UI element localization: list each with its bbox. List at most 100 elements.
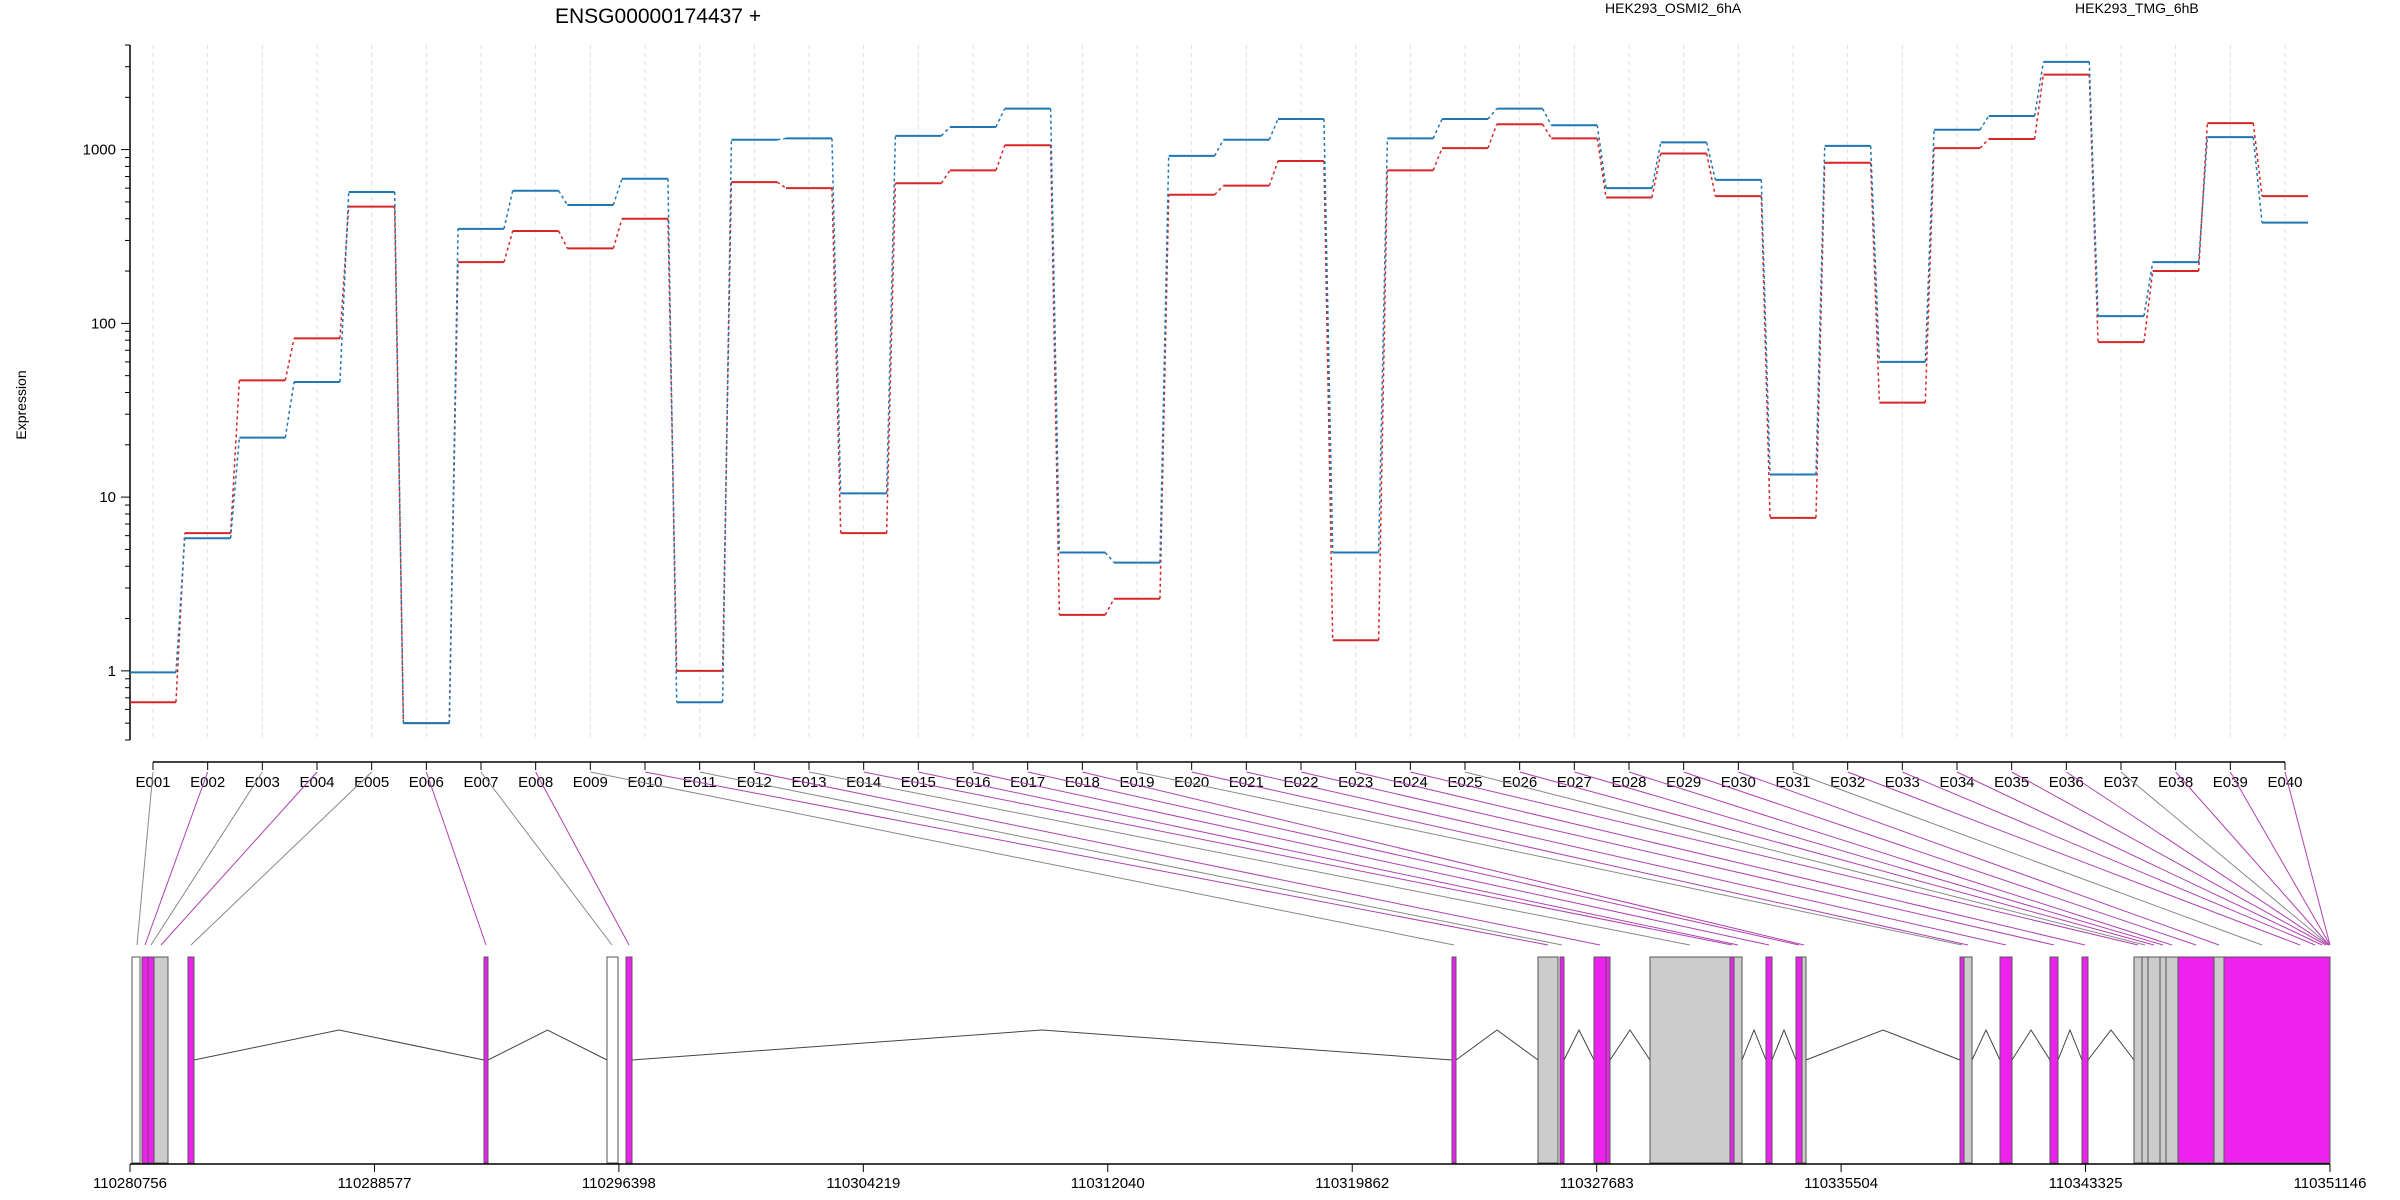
series-1 bbox=[130, 73, 2308, 725]
exon-tested bbox=[1999, 956, 2013, 1164]
exon-tested bbox=[1451, 956, 1457, 1164]
series-connector bbox=[612, 218, 623, 249]
x-tick-label-e013: E013 bbox=[791, 774, 826, 791]
series-connector bbox=[1049, 108, 1061, 553]
intron bbox=[1455, 1029, 1539, 1061]
exon-tested bbox=[141, 956, 149, 1164]
x-tick-label-e021: E021 bbox=[1229, 774, 1264, 791]
series-connector bbox=[503, 230, 514, 263]
connector-e021 bbox=[1246, 771, 2007, 946]
exon-untested bbox=[2213, 956, 2225, 1164]
y-tick-label: 100 bbox=[91, 315, 116, 332]
series-connector bbox=[1979, 115, 1990, 131]
series-connector bbox=[1705, 153, 1717, 197]
x-tick-label-e016: E016 bbox=[955, 774, 990, 791]
series-2 bbox=[130, 60, 2308, 725]
series-connector bbox=[1979, 138, 1990, 149]
connector-e038 bbox=[2175, 771, 2330, 946]
exon-other bbox=[131, 956, 141, 1164]
exon-tested bbox=[1729, 956, 1735, 1164]
exon-tested bbox=[2081, 956, 2089, 1164]
coord-tick-label: 110335504 bbox=[1804, 1175, 1878, 1192]
exon-untested bbox=[2141, 956, 2149, 1164]
series-connector bbox=[1432, 147, 1443, 171]
connector-e023 bbox=[1355, 771, 2086, 946]
series-connector bbox=[776, 181, 787, 189]
coord-tick-label: 110312040 bbox=[1071, 1175, 1145, 1192]
series-connector bbox=[1760, 196, 1771, 518]
connector-e011 bbox=[699, 771, 1563, 946]
exon-untested bbox=[1963, 956, 1973, 1164]
x-tick-label-e005: E005 bbox=[354, 774, 389, 791]
exon-untested bbox=[1733, 956, 1743, 1164]
x-tick-label-e028: E028 bbox=[1611, 774, 1646, 791]
x-tick-label-e038: E038 bbox=[2158, 774, 2193, 791]
connector-e024 bbox=[1410, 771, 2139, 946]
series-connector bbox=[1213, 139, 1225, 157]
series-connector bbox=[393, 192, 405, 724]
series-connector bbox=[229, 380, 241, 534]
exon-tested bbox=[1959, 956, 1965, 1164]
exon-tested bbox=[1559, 956, 1565, 1164]
legend-entry-series-1: HEK293_OSMI2_6hA bbox=[1605, 0, 1742, 16]
connector-e039 bbox=[2229, 771, 2331, 946]
series-connector bbox=[448, 228, 459, 724]
series-connector bbox=[995, 144, 1006, 171]
connector-e025 bbox=[1464, 771, 2146, 946]
series-connector bbox=[1651, 142, 1662, 189]
series-connector bbox=[1104, 598, 1115, 616]
exon-tested bbox=[187, 956, 195, 1164]
exon-untested bbox=[2147, 956, 2161, 1164]
x-tick-label-e035: E035 bbox=[1994, 774, 2029, 791]
series-connector bbox=[339, 191, 350, 382]
connector-e009 bbox=[590, 771, 1455, 946]
series-connector bbox=[175, 533, 186, 703]
series-connector bbox=[2252, 123, 2263, 197]
series-connector bbox=[1104, 552, 1115, 564]
connector-e005 bbox=[190, 771, 373, 946]
connector-e035 bbox=[2011, 771, 2327, 946]
intron bbox=[1805, 1029, 1961, 1061]
connector-e004 bbox=[160, 771, 318, 946]
y-axis-label: Expression bbox=[13, 370, 29, 439]
exon-untested bbox=[2165, 956, 2179, 1164]
connector-e017 bbox=[1027, 771, 1800, 946]
y-tick-label: 10 bbox=[99, 489, 116, 506]
intron bbox=[1971, 1028, 2001, 1061]
x-tick-label-e003: E003 bbox=[245, 774, 280, 791]
y-tick-label: 1000 bbox=[83, 142, 116, 159]
connector-e027 bbox=[1574, 771, 2164, 946]
chart-title: ENSG00000174437 + bbox=[555, 5, 761, 28]
intron bbox=[631, 1029, 1453, 1061]
series-connector bbox=[1268, 160, 1279, 186]
series-connector bbox=[2143, 270, 2154, 343]
intron bbox=[193, 1029, 485, 1061]
connector-e014 bbox=[863, 771, 1733, 946]
exon-tested bbox=[147, 956, 155, 1164]
series-connector bbox=[885, 135, 897, 494]
series-connector bbox=[1924, 148, 1935, 403]
series-connector bbox=[284, 381, 295, 438]
gene-model bbox=[131, 956, 2331, 1164]
series-connector bbox=[229, 437, 241, 539]
series-connector bbox=[1869, 162, 1881, 403]
series-connector bbox=[1705, 142, 1717, 180]
series-connector bbox=[2088, 61, 2099, 317]
exon-tested bbox=[1593, 956, 1607, 1164]
x-tick-label-e017: E017 bbox=[1010, 774, 1045, 791]
exon-untested bbox=[2133, 956, 2143, 1164]
exon-tested bbox=[1795, 956, 1803, 1164]
series-connector bbox=[995, 108, 1006, 128]
coord-tick-label: 110327683 bbox=[1560, 1175, 1634, 1192]
connector-e012 bbox=[754, 771, 1601, 946]
connector-e006 bbox=[425, 771, 487, 946]
series-connector bbox=[1214, 185, 1224, 196]
exon-untested bbox=[1649, 956, 1731, 1164]
connector-e015 bbox=[918, 771, 1739, 946]
series-lines bbox=[130, 60, 2308, 725]
connector-e018 bbox=[1082, 771, 1805, 946]
series-connector bbox=[503, 190, 514, 229]
y-tick-label: 1 bbox=[108, 663, 116, 680]
connector-e007 bbox=[480, 771, 613, 946]
